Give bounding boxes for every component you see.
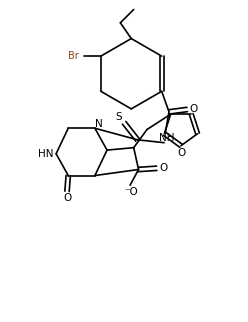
Text: NH: NH bbox=[159, 133, 174, 143]
Text: Br: Br bbox=[68, 51, 79, 61]
Text: S: S bbox=[116, 112, 122, 122]
Text: O: O bbox=[159, 163, 168, 173]
Text: O: O bbox=[190, 104, 198, 114]
Text: N: N bbox=[95, 119, 102, 129]
Text: HN: HN bbox=[38, 149, 54, 159]
Text: O: O bbox=[177, 147, 186, 157]
Text: O: O bbox=[63, 193, 71, 203]
Text: ⁻O: ⁻O bbox=[124, 187, 138, 197]
